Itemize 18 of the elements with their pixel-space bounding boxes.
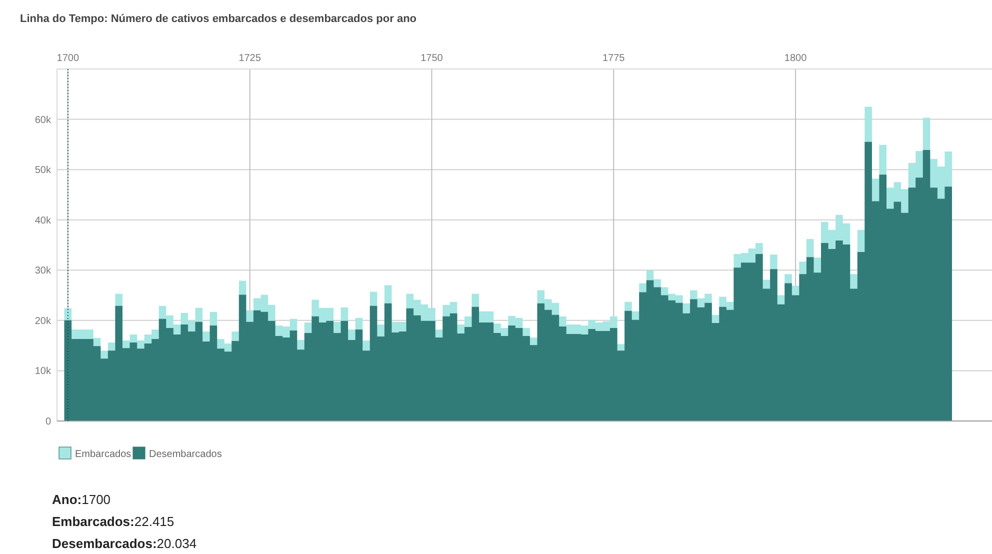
legend-label: Desembarcados bbox=[149, 449, 222, 460]
x-tick-label: 1700 bbox=[56, 53, 80, 64]
y-tick-label: 40k bbox=[34, 215, 52, 226]
text: Desembarcados:20.034 bbox=[52, 536, 197, 551]
x-tick-label: 1800 bbox=[784, 53, 808, 64]
y-tick-label: 30k bbox=[34, 266, 52, 277]
x-tick-label: 1775 bbox=[602, 53, 626, 64]
x-tick-label: 1750 bbox=[420, 53, 444, 64]
x-tick-label: 1725 bbox=[238, 53, 262, 64]
y-tick-label: 60k bbox=[34, 114, 52, 126]
legend-label: Embarcados bbox=[75, 449, 132, 460]
text: Ano:1700 bbox=[52, 492, 111, 507]
chart-title: Linha do Tempo: Número de cativos embarcados e desembarcados por ano bbox=[20, 13, 417, 25]
y-tick-label: 20k bbox=[34, 316, 52, 327]
y-tick-label: 10k bbox=[34, 366, 52, 378]
y-tick-label: 50k bbox=[34, 165, 52, 176]
y-tick-label: 0 bbox=[45, 416, 52, 428]
text: Embarcados:22.415 bbox=[52, 514, 174, 529]
